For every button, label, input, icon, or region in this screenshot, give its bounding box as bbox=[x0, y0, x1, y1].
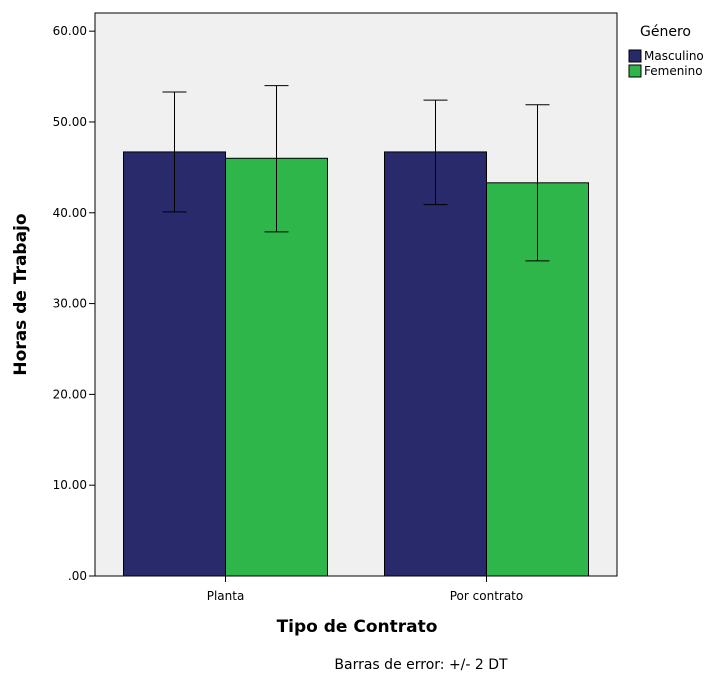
error-bar-footnote: Barras de error: +/- 2 DT bbox=[334, 657, 508, 673]
y-tick-label: 40.00 bbox=[53, 206, 87, 220]
y-tick-label: 10.00 bbox=[53, 478, 87, 492]
legend-title: Género bbox=[640, 24, 691, 40]
y-tick-label: 50.00 bbox=[53, 115, 87, 129]
y-tick-label: 30.00 bbox=[53, 297, 87, 311]
y-tick-label: 60.00 bbox=[53, 24, 87, 38]
legend-label-femenino: Femenino bbox=[644, 64, 703, 78]
legend-swatch-femenino bbox=[628, 64, 642, 78]
bar-masculino-0 bbox=[123, 151, 226, 577]
bar-masculino-1 bbox=[384, 151, 487, 577]
x-tick-label: Planta bbox=[207, 589, 245, 603]
y-axis-title: Horas de Trabajo bbox=[11, 213, 31, 375]
y-tick-label: 20.00 bbox=[53, 387, 87, 401]
x-axis: Planta Por contrato bbox=[207, 576, 523, 603]
x-tick-label: Por contrato bbox=[450, 589, 523, 603]
legend-label-masculino: Masculino bbox=[644, 49, 704, 63]
x-axis-title: Tipo de Contrato bbox=[277, 617, 438, 637]
bars-group bbox=[123, 151, 589, 577]
error-bars-group bbox=[162, 85, 550, 262]
y-tick-label: .00 bbox=[68, 569, 87, 583]
y-axis: .00 10.00 20.00 30.00 40.00 50.00 60.00 bbox=[53, 24, 95, 583]
legend-swatch-masculino bbox=[628, 49, 642, 63]
